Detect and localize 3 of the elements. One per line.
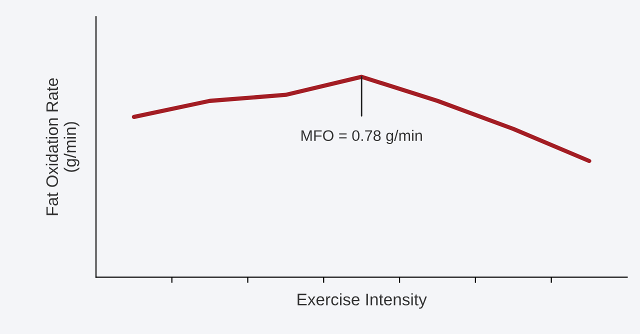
annotation: MFO = 0.78 g/min [302,130,422,144]
y-axis-title: Fat Oxidation Rate (g/min) [46,78,80,216]
x-axis-title: Exercise Intensity [298,293,427,309]
